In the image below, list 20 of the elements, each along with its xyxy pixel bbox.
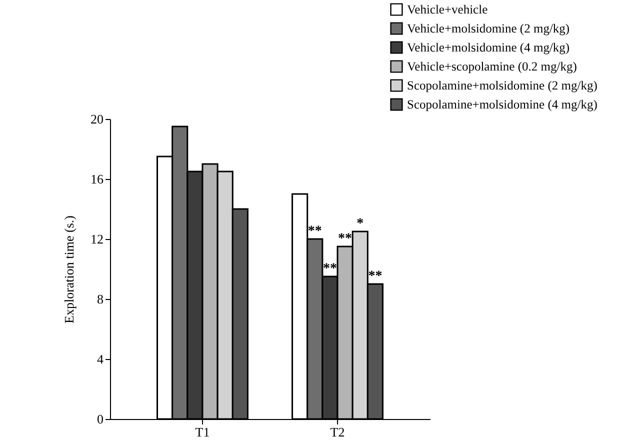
x-tick-label: T1 bbox=[195, 424, 210, 440]
data-label: ** bbox=[308, 224, 322, 239]
data-label: ** bbox=[368, 269, 382, 284]
y-tick-label: 0 bbox=[97, 412, 104, 426]
y-tick-label: 12 bbox=[90, 232, 104, 246]
legend-label: Scopolamine+molsidomine (4 mg/kg) bbox=[407, 98, 598, 112]
legend-label: Vehicle+molsidomine (4 mg/kg) bbox=[407, 40, 570, 54]
legend-label: Vehicle+molsidomine (2 mg/kg) bbox=[407, 22, 570, 36]
x-tick-label: T2 bbox=[330, 424, 345, 440]
y-tick-label: 20 bbox=[90, 112, 104, 126]
legend-label: Scopolamine+molsidomine (2 mg/kg) bbox=[407, 78, 598, 92]
y-tick-label: 16 bbox=[90, 172, 104, 186]
data-label: ** bbox=[322, 262, 337, 276]
y-tick-label: 4 bbox=[97, 352, 104, 366]
y-axis-title: Exploration time (s.) bbox=[62, 216, 76, 324]
data-label: ** bbox=[338, 232, 352, 246]
y-tick-label: 8 bbox=[97, 292, 104, 306]
legend-label: Vehicle+vehicle bbox=[407, 2, 488, 16]
data-label: * bbox=[356, 216, 364, 232]
legend-label: Vehicle+scopolamine (0.2 mg/kg) bbox=[407, 60, 577, 74]
